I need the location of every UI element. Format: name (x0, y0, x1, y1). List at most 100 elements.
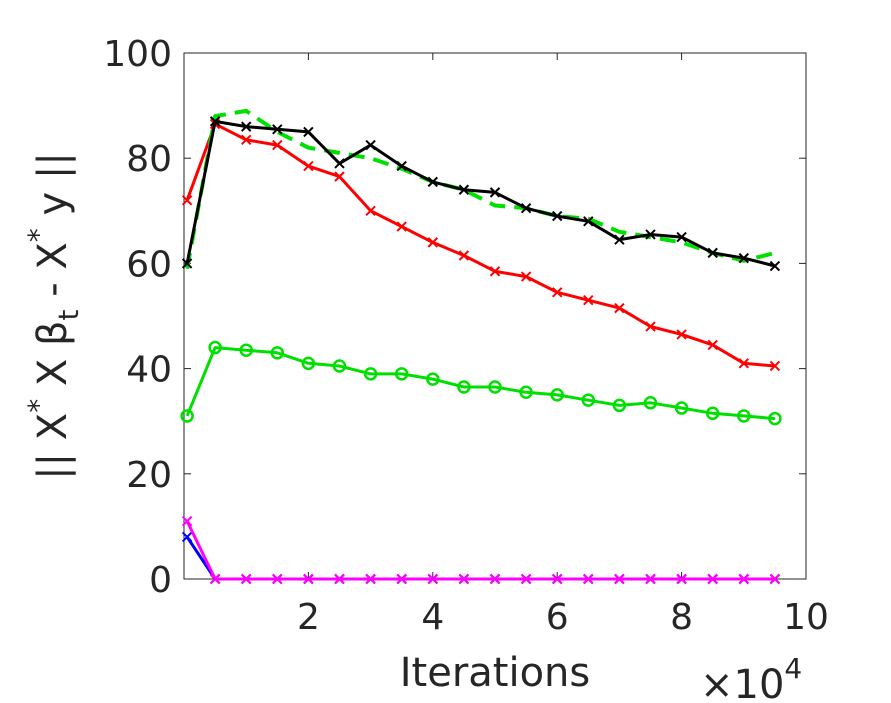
data-point (272, 139, 283, 151)
x-tick-label: 8 (670, 597, 693, 638)
data-point (738, 358, 750, 369)
y-label-part-2: X β (30, 320, 76, 398)
data-point (396, 160, 407, 172)
data-point (707, 247, 718, 259)
data-point (365, 205, 376, 217)
data-point (643, 396, 658, 410)
data-point (427, 573, 439, 585)
data-point (614, 234, 625, 245)
series-6-line (185, 119, 776, 268)
data-point (301, 356, 316, 371)
data-point (676, 573, 687, 585)
y-label-sub-t: t (52, 309, 85, 320)
data-point (612, 398, 627, 413)
data-point (614, 302, 625, 314)
data-point (489, 573, 501, 585)
x-axis-label: Iterations (400, 650, 591, 696)
data-point (583, 295, 594, 306)
series-1 (181, 118, 781, 372)
data-point (208, 340, 222, 355)
data-point (458, 250, 470, 261)
y-tick-label: 100 (103, 34, 172, 75)
data-point (334, 158, 345, 169)
data-point (551, 573, 563, 585)
data-point (240, 121, 252, 132)
x-tick-label: 4 (421, 597, 444, 638)
series-layer (180, 108, 782, 585)
data-point (181, 258, 193, 269)
y-label-part-1: || X (30, 413, 76, 480)
data-point (396, 221, 407, 232)
y-tick-label: 20 (126, 455, 172, 496)
series-5 (185, 108, 776, 270)
x-axis-multiplier: ×104 (700, 652, 802, 703)
y-label-part-4: y || (30, 152, 76, 228)
y-tick-label: 0 (149, 560, 172, 601)
data-point (768, 411, 782, 426)
data-point (272, 124, 283, 135)
data-point (240, 134, 252, 145)
data-point (583, 216, 594, 227)
data-point (394, 367, 409, 381)
data-point (707, 339, 718, 351)
data-point (769, 360, 781, 372)
x-tick-label: 6 (546, 597, 569, 638)
data-point (332, 359, 347, 373)
data-point (520, 202, 532, 214)
data-point (645, 573, 656, 585)
data-point (489, 187, 501, 198)
series-5-line (185, 108, 776, 270)
y-tick-label: 60 (126, 244, 172, 285)
y-label-sup-1: * (22, 399, 55, 413)
data-point (334, 171, 345, 182)
y-label-part-3: - X (30, 242, 76, 309)
data-point (303, 160, 314, 172)
data-point (181, 195, 193, 206)
series-4-line (185, 520, 775, 581)
data-point (583, 573, 594, 585)
data-point (365, 139, 376, 151)
data-point (645, 229, 656, 240)
data-point (489, 266, 501, 277)
data-point (676, 231, 687, 243)
data-point (705, 406, 720, 421)
data-point (707, 573, 718, 585)
data-point (240, 573, 252, 585)
data-point (674, 401, 689, 415)
data-point (427, 237, 439, 248)
data-point (209, 116, 221, 127)
y-label-sup-2: * (22, 228, 55, 242)
data-point (396, 573, 407, 585)
data-point (458, 184, 470, 195)
data-point (738, 573, 750, 585)
data-point (270, 346, 285, 360)
data-point (272, 573, 283, 585)
y-axis-label: || X* X βt - X* y || (22, 152, 85, 480)
data-point (239, 343, 253, 357)
series-4 (181, 515, 781, 585)
data-point (488, 380, 502, 394)
series-6 (181, 116, 781, 272)
data-point (519, 385, 533, 400)
data-point (427, 176, 439, 188)
data-point (181, 531, 193, 543)
data-point (676, 329, 687, 340)
data-point (180, 409, 194, 423)
x-tick-label: 2 (297, 597, 320, 638)
data-point (769, 573, 781, 585)
data-point (769, 260, 781, 272)
y-axis-ticks: 0 20 40 60 80 100 (103, 34, 806, 601)
data-point (181, 515, 193, 527)
data-point (334, 573, 345, 585)
series-2 (180, 340, 782, 426)
data-point (645, 321, 656, 332)
data-point (303, 573, 314, 585)
x-tick-label: 10 (783, 597, 829, 638)
data-point (365, 573, 376, 585)
y-tick-label: 40 (126, 350, 172, 391)
data-point (614, 573, 625, 585)
data-point (363, 367, 378, 381)
data-point (209, 573, 221, 585)
x-axis-ticks: 2 4 6 8 10 (297, 53, 829, 638)
